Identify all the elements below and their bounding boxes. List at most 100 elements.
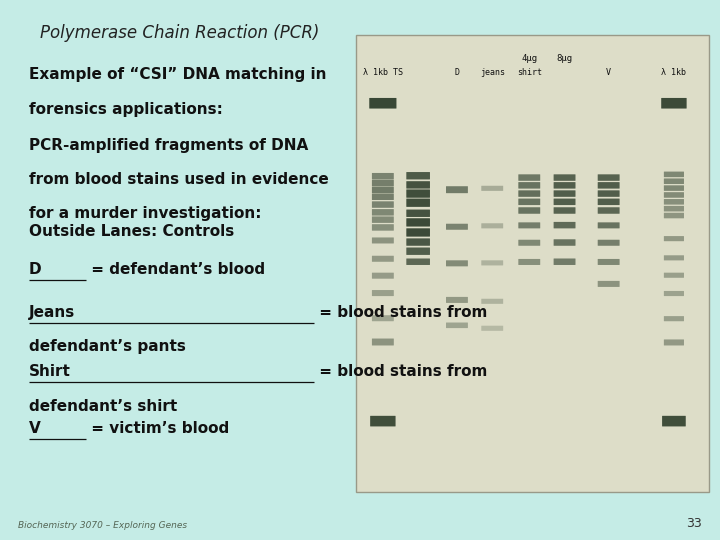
FancyBboxPatch shape: [664, 291, 684, 296]
Text: Example of “CSI” DNA matching in: Example of “CSI” DNA matching in: [29, 68, 326, 83]
FancyBboxPatch shape: [598, 199, 620, 205]
FancyBboxPatch shape: [446, 297, 468, 303]
Text: Outside Lanes: Controls: Outside Lanes: Controls: [29, 224, 234, 239]
FancyBboxPatch shape: [406, 238, 430, 246]
FancyBboxPatch shape: [664, 192, 684, 198]
FancyBboxPatch shape: [598, 240, 620, 246]
Text: defendant’s pants: defendant’s pants: [29, 339, 186, 354]
FancyBboxPatch shape: [554, 222, 575, 228]
FancyBboxPatch shape: [518, 240, 540, 246]
Text: λ 1kb TS: λ 1kb TS: [363, 68, 403, 77]
FancyBboxPatch shape: [518, 207, 540, 214]
FancyBboxPatch shape: [372, 290, 394, 296]
Text: Biochemistry 3070 – Exploring Genes: Biochemistry 3070 – Exploring Genes: [18, 521, 187, 530]
Text: jeans: jeans: [480, 68, 505, 77]
FancyBboxPatch shape: [598, 207, 620, 214]
FancyBboxPatch shape: [406, 247, 430, 255]
FancyBboxPatch shape: [518, 190, 540, 197]
FancyBboxPatch shape: [372, 173, 394, 179]
FancyBboxPatch shape: [518, 199, 540, 205]
FancyBboxPatch shape: [481, 186, 503, 191]
FancyBboxPatch shape: [446, 322, 468, 328]
FancyBboxPatch shape: [664, 185, 684, 191]
FancyBboxPatch shape: [372, 238, 394, 244]
FancyBboxPatch shape: [554, 182, 575, 188]
FancyBboxPatch shape: [446, 260, 468, 266]
FancyBboxPatch shape: [518, 182, 540, 188]
FancyBboxPatch shape: [662, 416, 685, 427]
FancyBboxPatch shape: [406, 199, 430, 207]
FancyBboxPatch shape: [664, 172, 684, 177]
Text: Jeans: Jeans: [29, 305, 75, 320]
FancyBboxPatch shape: [664, 273, 684, 278]
FancyBboxPatch shape: [554, 259, 575, 265]
FancyBboxPatch shape: [372, 180, 394, 186]
FancyBboxPatch shape: [554, 190, 575, 197]
FancyBboxPatch shape: [372, 315, 394, 321]
Text: = defendant’s blood: = defendant’s blood: [86, 262, 265, 277]
Text: 4μg: 4μg: [521, 53, 537, 63]
Text: from blood stains used in evidence: from blood stains used in evidence: [29, 172, 328, 187]
FancyBboxPatch shape: [598, 281, 620, 287]
FancyBboxPatch shape: [406, 181, 430, 188]
FancyBboxPatch shape: [518, 222, 540, 228]
FancyBboxPatch shape: [372, 217, 394, 223]
FancyBboxPatch shape: [406, 190, 430, 198]
FancyBboxPatch shape: [481, 299, 503, 304]
FancyBboxPatch shape: [406, 259, 430, 265]
FancyBboxPatch shape: [369, 98, 397, 109]
FancyBboxPatch shape: [406, 172, 430, 179]
Text: forensics applications:: forensics applications:: [29, 102, 222, 117]
FancyBboxPatch shape: [598, 182, 620, 188]
FancyBboxPatch shape: [481, 326, 503, 331]
Text: = blood stains from: = blood stains from: [314, 364, 487, 380]
FancyBboxPatch shape: [372, 193, 394, 200]
Text: = victim’s blood: = victim’s blood: [86, 421, 229, 436]
Text: 33: 33: [686, 517, 702, 530]
FancyBboxPatch shape: [598, 174, 620, 181]
FancyBboxPatch shape: [481, 260, 503, 266]
Text: Polymerase Chain Reaction (PCR): Polymerase Chain Reaction (PCR): [40, 24, 319, 42]
Text: λ 1kb: λ 1kb: [662, 68, 686, 77]
FancyBboxPatch shape: [554, 207, 575, 214]
FancyBboxPatch shape: [372, 209, 394, 215]
Text: 8μg: 8μg: [557, 53, 572, 63]
Text: Shirt: Shirt: [29, 364, 71, 380]
FancyBboxPatch shape: [372, 224, 394, 231]
Text: V: V: [606, 68, 611, 77]
FancyBboxPatch shape: [370, 416, 395, 427]
Text: for a murder investigation:: for a murder investigation:: [29, 206, 261, 221]
FancyBboxPatch shape: [664, 206, 684, 212]
FancyBboxPatch shape: [664, 340, 684, 346]
Text: = blood stains from: = blood stains from: [314, 305, 487, 320]
FancyBboxPatch shape: [664, 178, 684, 184]
FancyBboxPatch shape: [372, 187, 394, 193]
FancyBboxPatch shape: [518, 174, 540, 181]
FancyBboxPatch shape: [554, 174, 575, 181]
FancyBboxPatch shape: [554, 199, 575, 205]
Text: defendant’s shirt: defendant’s shirt: [29, 399, 177, 414]
FancyBboxPatch shape: [598, 190, 620, 197]
FancyBboxPatch shape: [664, 213, 684, 218]
FancyBboxPatch shape: [598, 259, 620, 265]
Text: PCR-amplified fragments of DNA: PCR-amplified fragments of DNA: [29, 138, 308, 153]
FancyBboxPatch shape: [372, 273, 394, 279]
Text: D: D: [454, 68, 459, 77]
FancyBboxPatch shape: [664, 199, 684, 205]
FancyBboxPatch shape: [664, 316, 684, 321]
FancyBboxPatch shape: [446, 224, 468, 230]
Text: V: V: [29, 421, 40, 436]
FancyBboxPatch shape: [664, 236, 684, 241]
FancyBboxPatch shape: [372, 339, 394, 346]
FancyBboxPatch shape: [372, 201, 394, 208]
FancyBboxPatch shape: [406, 210, 430, 217]
FancyBboxPatch shape: [406, 228, 430, 237]
FancyBboxPatch shape: [554, 239, 575, 246]
Bar: [356, 35, 709, 492]
FancyBboxPatch shape: [661, 98, 687, 109]
FancyBboxPatch shape: [481, 223, 503, 228]
Text: D: D: [29, 262, 42, 277]
FancyBboxPatch shape: [518, 259, 540, 265]
Text: shirt: shirt: [517, 68, 541, 77]
FancyBboxPatch shape: [406, 218, 430, 227]
